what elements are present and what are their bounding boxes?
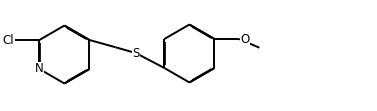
Text: O: O [240, 33, 249, 46]
Text: N: N [35, 62, 44, 75]
Text: Cl: Cl [2, 34, 14, 47]
Text: S: S [132, 47, 139, 60]
